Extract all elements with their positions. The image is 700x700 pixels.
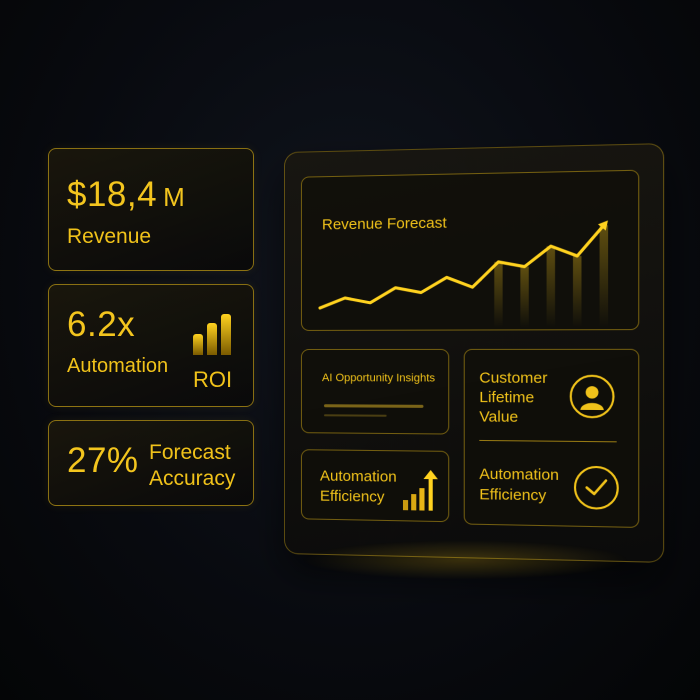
forecast-series-line bbox=[320, 225, 604, 308]
revenue-label: Revenue bbox=[67, 225, 152, 248]
clv-line3: Value bbox=[479, 408, 519, 426]
revenue-forecast-chart bbox=[302, 220, 609, 328]
automation-efficiency-line1: Automation bbox=[319, 467, 397, 486]
user-avatar-icon bbox=[569, 374, 615, 419]
roi-bar bbox=[207, 323, 217, 355]
forecast-glow-column bbox=[546, 246, 556, 328]
dashboard-panel: Revenue Forecast AI Opportunity Insights… bbox=[284, 143, 665, 563]
roi-bar bbox=[193, 334, 203, 355]
revenue-value: $18,4 M bbox=[67, 175, 186, 214]
roi-label: ROI bbox=[193, 367, 233, 392]
automation-kpi-card: 6.2x Automation ROI bbox=[48, 284, 254, 407]
right-automation-line2: Efficiency bbox=[479, 485, 547, 505]
revenue-kpi-card: $18,4 M Revenue bbox=[48, 148, 254, 271]
clv-line2: Lifetime bbox=[479, 388, 535, 407]
forecast-glow-column bbox=[599, 225, 609, 328]
divider bbox=[479, 439, 617, 443]
revenue-unit: M bbox=[163, 182, 186, 212]
revenue-forecast-chart-card[interactable]: Revenue Forecast bbox=[300, 169, 640, 331]
automation-label: Automation bbox=[67, 355, 169, 377]
roi-bars-icon bbox=[193, 309, 235, 355]
insights-title: AI Opportunity Insights bbox=[321, 372, 436, 385]
right-automation-line1: Automation bbox=[479, 465, 559, 485]
automation-efficiency-line2: Efficiency bbox=[319, 487, 385, 506]
insights-progress-bar bbox=[323, 404, 424, 408]
clv-line1: Customer bbox=[479, 369, 548, 388]
forecast-kpi-card: 27% Forecast Accuracy bbox=[48, 420, 254, 506]
forecast-label-line1: Forecast bbox=[149, 441, 231, 464]
forecast-label-line2: Accuracy bbox=[149, 467, 236, 490]
automation-efficiency-card[interactable]: Automation Efficiency bbox=[300, 449, 450, 523]
automation-value: 6.2x bbox=[67, 305, 136, 344]
forecast-value: 27% bbox=[67, 441, 139, 480]
check-circle-icon bbox=[573, 465, 619, 510]
insights-progress-bar-short bbox=[323, 414, 387, 417]
ai-insights-card[interactable]: AI Opportunity Insights bbox=[300, 348, 450, 435]
forecast-glow-column bbox=[572, 255, 582, 328]
panel-glow bbox=[300, 540, 630, 580]
customer-metrics-card[interactable]: Customer Lifetime Value Automation Effic… bbox=[463, 348, 640, 528]
growth-bars-icon bbox=[402, 469, 438, 511]
forecast-glow-column bbox=[520, 266, 529, 328]
forecast-glow-column bbox=[494, 261, 503, 328]
roi-bar bbox=[221, 314, 231, 355]
